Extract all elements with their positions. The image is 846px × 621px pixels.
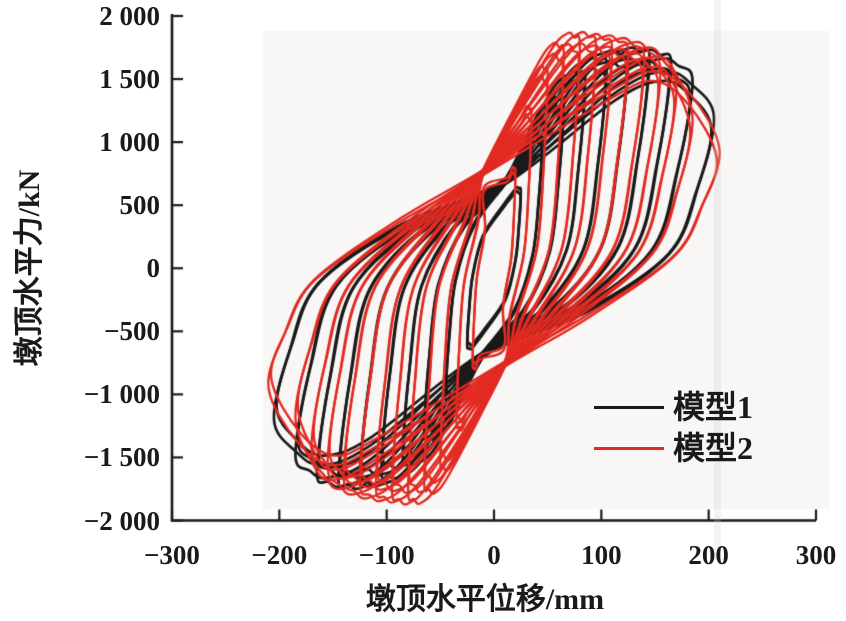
y-tick-label: 0 — [146, 253, 161, 284]
y-tick-label: −1 000 — [83, 379, 160, 410]
model2-line-sample-icon — [594, 447, 664, 450]
y-tick-label: 1 000 — [99, 127, 160, 158]
y-tick-label: −2 000 — [83, 505, 160, 536]
x-tick-label: 0 — [487, 540, 501, 570]
legend-item-model1: 模型1 — [594, 388, 753, 427]
x-tick-label: 200 — [688, 540, 729, 570]
y-axis-title: 墩顶水平力/kN — [13, 169, 46, 367]
x-tick-label: −100 — [358, 540, 415, 570]
x-tick-label: −300 — [144, 540, 200, 570]
legend-item-model2: 模型2 — [594, 429, 753, 468]
x-tick-label: 100 — [581, 540, 622, 570]
y-tick-label: 2 000 — [99, 1, 160, 31]
y-tick-label: 1 500 — [99, 64, 160, 95]
x-axis-title: 墩顶水平位移/mm — [365, 583, 605, 616]
x-tick-label: −200 — [251, 540, 308, 570]
y-tick-label: −500 — [104, 316, 160, 347]
legend-label-model1: 模型1 — [673, 389, 754, 425]
y-tick-label: 500 — [119, 190, 161, 221]
y-tick-label: −1 500 — [83, 442, 160, 473]
model1-line-sample-icon — [594, 406, 664, 409]
legend: 模型1 模型2 — [594, 388, 753, 468]
x-tick-label: 300 — [795, 540, 837, 570]
legend-label-model2: 模型2 — [673, 430, 754, 466]
